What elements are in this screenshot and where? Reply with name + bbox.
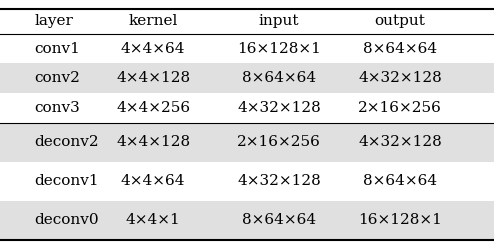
Text: deconv2: deconv2 xyxy=(35,135,99,149)
Bar xyxy=(0,201,494,240)
Text: 8×64×64: 8×64×64 xyxy=(242,71,316,85)
Text: input: input xyxy=(259,14,299,28)
Text: 16×128×1: 16×128×1 xyxy=(237,42,321,56)
Text: output: output xyxy=(375,14,425,28)
Text: 4×32×128: 4×32×128 xyxy=(237,101,321,115)
Text: 16×128×1: 16×128×1 xyxy=(358,213,442,227)
Text: deconv0: deconv0 xyxy=(35,213,99,227)
Text: kernel: kernel xyxy=(128,14,178,28)
Text: conv3: conv3 xyxy=(35,101,81,115)
Text: 8×64×64: 8×64×64 xyxy=(363,174,437,188)
Bar xyxy=(0,123,494,162)
Text: conv2: conv2 xyxy=(35,71,81,85)
Text: 8×64×64: 8×64×64 xyxy=(363,42,437,56)
Text: 4×4×128: 4×4×128 xyxy=(116,71,190,85)
Text: 4×4×128: 4×4×128 xyxy=(116,135,190,149)
Text: 4×32×128: 4×32×128 xyxy=(358,135,442,149)
Text: 4×4×256: 4×4×256 xyxy=(116,101,190,115)
Text: 8×64×64: 8×64×64 xyxy=(242,213,316,227)
Text: 4×4×64: 4×4×64 xyxy=(121,42,185,56)
Text: 4×4×1: 4×4×1 xyxy=(126,213,180,227)
Text: conv1: conv1 xyxy=(35,42,81,56)
Text: 2×16×256: 2×16×256 xyxy=(237,135,321,149)
Text: 4×4×64: 4×4×64 xyxy=(121,174,185,188)
Text: 4×32×128: 4×32×128 xyxy=(237,174,321,188)
Text: deconv1: deconv1 xyxy=(35,174,99,188)
Text: layer: layer xyxy=(35,14,74,28)
Bar xyxy=(0,63,494,93)
Text: 2×16×256: 2×16×256 xyxy=(358,101,442,115)
Text: 4×32×128: 4×32×128 xyxy=(358,71,442,85)
